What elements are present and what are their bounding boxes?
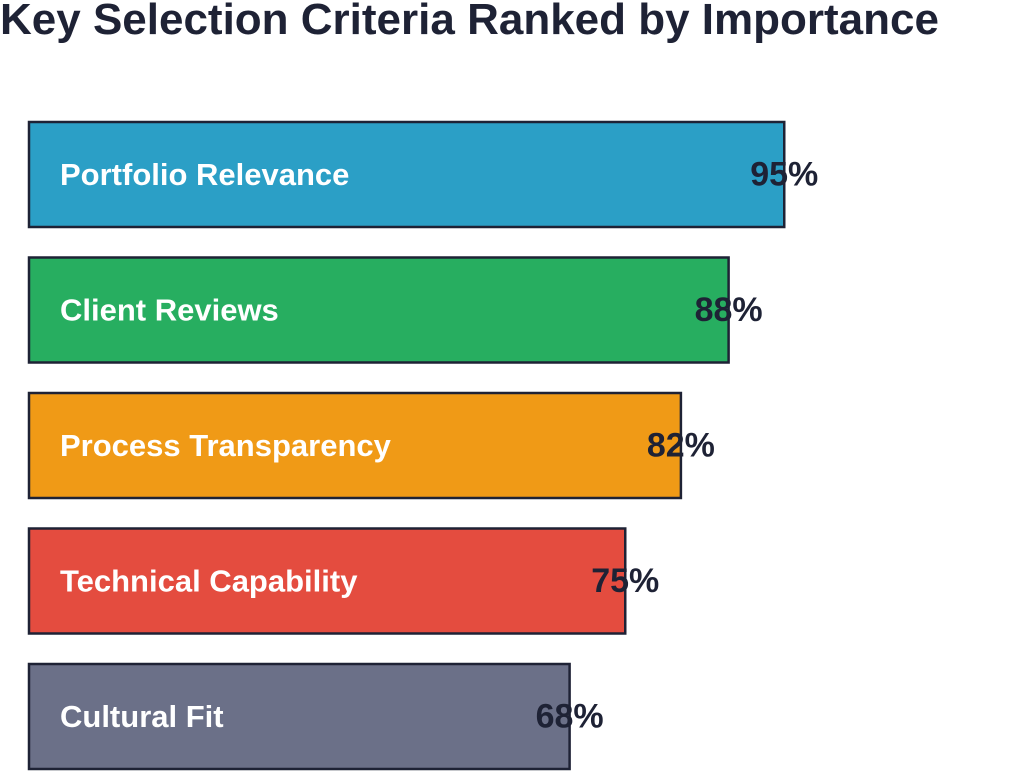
bar-value-label: 82% [647, 427, 715, 465]
bar-value-label: 95% [750, 156, 818, 194]
bar-group: Process Transparency 82% [27, 391, 715, 500]
bar-category-label: Cultural Fit [60, 699, 224, 734]
bar [27, 527, 627, 635]
bar-category-label: Technical Capability [60, 564, 358, 599]
bar-group: Portfolio Relevance 95% [27, 120, 818, 229]
bar-category-label: Process Transparency [60, 428, 392, 463]
bar-value-label: 88% [695, 291, 763, 329]
bar-value-label: 75% [591, 562, 659, 600]
bar [27, 256, 730, 364]
chart-title: Key Selection Criteria Ranked by Importa… [0, 0, 939, 44]
bar-category-label: Portfolio Relevance [60, 157, 349, 192]
bar-value-label: 68% [536, 698, 604, 736]
bar-group: Client Reviews 88% [27, 256, 763, 364]
bar-group: Cultural Fit 68% [27, 662, 604, 771]
bar-category-label: Client Reviews [60, 293, 279, 328]
bar-group: Technical Capability 75% [27, 527, 659, 635]
bar [27, 391, 683, 500]
bar [27, 120, 786, 229]
bar [27, 662, 571, 771]
